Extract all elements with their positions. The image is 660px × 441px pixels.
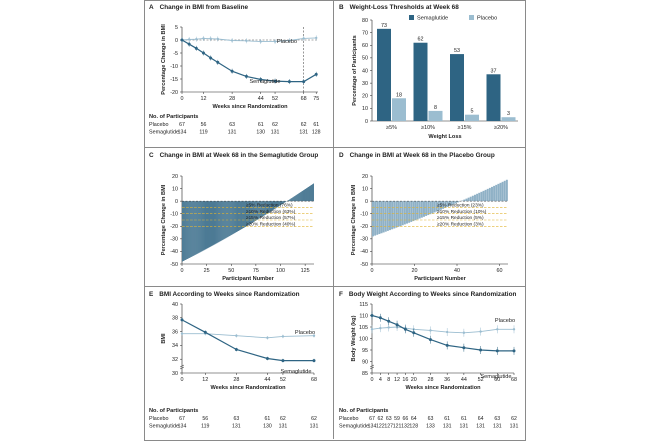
chart-f-point-placebo	[429, 329, 431, 331]
chart-f-point-placebo	[463, 332, 465, 334]
chart-f-label-placebo: Placebo	[495, 318, 515, 324]
chart-f-participants-count: 131	[476, 424, 485, 430]
chart-f-series-semaglutide-line	[372, 316, 514, 351]
chart-f-xtick-label: 68	[511, 377, 517, 383]
chart-f-participants-count: 131	[510, 424, 519, 430]
chart-f-participants-label: Semaglutide	[339, 424, 369, 430]
chart-f-xtick-label: 12	[394, 377, 400, 383]
chart-f-participants-count: 63	[494, 416, 500, 422]
chart-f-participants-count: 63	[386, 416, 392, 422]
chart-f-point-placebo	[513, 328, 515, 330]
chart-f-xtick-label: 20	[411, 377, 417, 383]
chart-f-participants-count: 63	[428, 416, 434, 422]
chart-f-point-semaglutide	[371, 314, 374, 317]
chart-f-point-placebo	[446, 331, 448, 333]
chart-f-ytick-label: 110	[359, 313, 368, 319]
chart-f-xlabel: Weeks since Randomization	[405, 385, 481, 391]
chart-f-label-semaglutide: Semaglutide	[480, 374, 511, 380]
chart-f-participants-count: 59	[394, 416, 400, 422]
chart-f-point-placebo	[388, 326, 390, 328]
chart-f-point-semaglutide	[462, 346, 465, 349]
chart-f-xtick-label: 44	[461, 377, 467, 383]
chart-f-point-semaglutide	[446, 344, 449, 347]
chart-f-participants-count: 67	[369, 416, 375, 422]
chart-f-ylabel: Body Weight (kg)	[351, 315, 357, 361]
chart-f-point-semaglutide	[496, 349, 499, 352]
chart-f-xtick-label: 0	[371, 377, 374, 383]
chart-f-point-semaglutide	[396, 323, 399, 326]
chart-f-participants-count: 131	[460, 424, 469, 430]
chart-f-ytick-label: 85	[362, 371, 368, 377]
chart-f-point-semaglutide	[479, 349, 482, 352]
chart-f-participants-count: 61	[444, 416, 450, 422]
chart-f-xtick-label: 16	[402, 377, 408, 383]
chart-f-point-semaglutide	[412, 331, 415, 334]
chart-f-participants-count: 131	[443, 424, 452, 430]
chart-f-point-placebo	[496, 328, 498, 330]
chart-f-participants-count: 61	[461, 416, 467, 422]
chart-f-point-placebo	[371, 328, 373, 330]
chart-f-ytick-label: 90	[362, 359, 368, 365]
chart-f-xtick-label: 8	[387, 377, 390, 383]
chart-f-ytick-label: 105	[359, 325, 368, 331]
chart-f-point-semaglutide	[513, 349, 516, 352]
chart-f-xtick-label: 4	[379, 377, 382, 383]
chart-f-point-placebo	[379, 327, 381, 329]
chart-f-participants-count: 64	[478, 416, 484, 422]
chart-f-xtick-label: 28	[427, 377, 433, 383]
chart-f-point-semaglutide	[429, 338, 432, 341]
chart-f-series-placebo-line	[372, 327, 514, 333]
chart-f-ytick-label: 115	[359, 302, 368, 308]
chart-f-point-semaglutide	[404, 328, 407, 331]
chart-f-participants-label: Placebo	[339, 416, 358, 422]
chart-f-participants-count: 64	[411, 416, 417, 422]
chart-f-point-semaglutide	[387, 320, 390, 323]
chart-f-participants-count: 62	[377, 416, 383, 422]
chart-f-point-placebo	[479, 330, 481, 332]
chart-f-point-semaglutide	[379, 316, 382, 319]
chart-f-participants-count: 62	[511, 416, 517, 422]
chart-f-ytick-label: 95	[362, 348, 368, 354]
chart-f-participants-count: 128	[409, 424, 418, 430]
chart-f-ytick-label: 100	[359, 336, 368, 342]
chart-f-participants-count: 131	[493, 424, 502, 430]
chart-f-participants-heading: No. of Participants	[339, 408, 388, 414]
chart-f-participants-count: 133	[426, 424, 435, 430]
chart-f-participants-count: 66	[403, 416, 409, 422]
chart-f-xtick-label: 36	[444, 377, 450, 383]
